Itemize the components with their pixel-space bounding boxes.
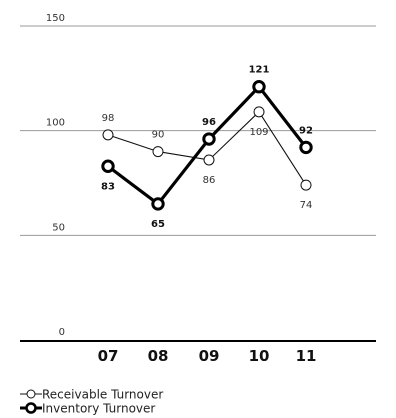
data-label-inventory-turnover-08: 65 <box>151 219 165 230</box>
point-inventory-turnover-09 <box>202 132 216 146</box>
y-axis-ticks: 0 50 100 150 <box>46 13 65 338</box>
x-tick-label-09: 09 <box>199 347 220 365</box>
point-inventory-turnover-08 <box>151 197 165 211</box>
y-tick-label-150: 150 <box>46 13 65 24</box>
point-receivable-turnover-07 <box>102 129 114 141</box>
y-tick-label-50: 50 <box>52 222 65 233</box>
point-inventory-turnover-11 <box>299 140 313 155</box>
grid-lines <box>20 25 376 236</box>
data-label-inventory-turnover-11: 92 <box>299 125 313 136</box>
legend-item-inventory-turnover: Inventory Turnover <box>20 402 155 416</box>
point-inventory-turnover-07 <box>101 159 115 173</box>
y-tick-label-100: 100 <box>46 118 65 129</box>
legend-item-receivable-turnover: Receivable Turnover <box>20 388 163 402</box>
data-label-receivable-turnover-10: 109 <box>249 127 268 138</box>
data-label-receivable-turnover-09: 86 <box>203 175 216 186</box>
point-receivable-turnover-08 <box>152 146 164 158</box>
legend-marker-receivable-turnover <box>26 389 36 399</box>
x-tick-label-07: 07 <box>98 347 119 365</box>
data-label-inventory-turnover-10: 121 <box>249 65 270 76</box>
data-label-receivable-turnover-07: 98 <box>102 113 115 124</box>
series-receivable-turnover: 98 90 86 109 74 <box>102 106 313 211</box>
legend-label-inventory-turnover: Inventory Turnover <box>42 402 155 416</box>
point-inventory-turnover-10 <box>252 80 266 94</box>
y-tick-label-0: 0 <box>59 327 65 338</box>
legend-marker-inventory-turnover <box>25 402 37 414</box>
x-axis-ticks: 07 08 09 10 11 <box>98 347 317 365</box>
point-receivable-turnover-09 <box>203 154 215 166</box>
x-tick-label-08: 08 <box>148 347 169 365</box>
series-inventory-turnover: 83 65 96 121 92 <box>101 65 313 230</box>
data-label-inventory-turnover-09: 96 <box>202 117 216 128</box>
x-tick-label-10: 10 <box>249 347 270 365</box>
series-layer: 98 90 86 109 74 83 65 96 121 92 <box>101 65 313 230</box>
data-label-receivable-turnover-08: 90 <box>152 130 165 141</box>
data-label-inventory-turnover-07: 83 <box>101 181 115 192</box>
data-label-receivable-turnover-11: 74 <box>300 200 313 211</box>
point-receivable-turnover-10 <box>253 106 265 118</box>
x-tick-label-11: 11 <box>296 347 317 365</box>
point-receivable-turnover-11 <box>300 179 312 191</box>
legend-label-receivable-turnover: Receivable Turnover <box>42 388 163 402</box>
